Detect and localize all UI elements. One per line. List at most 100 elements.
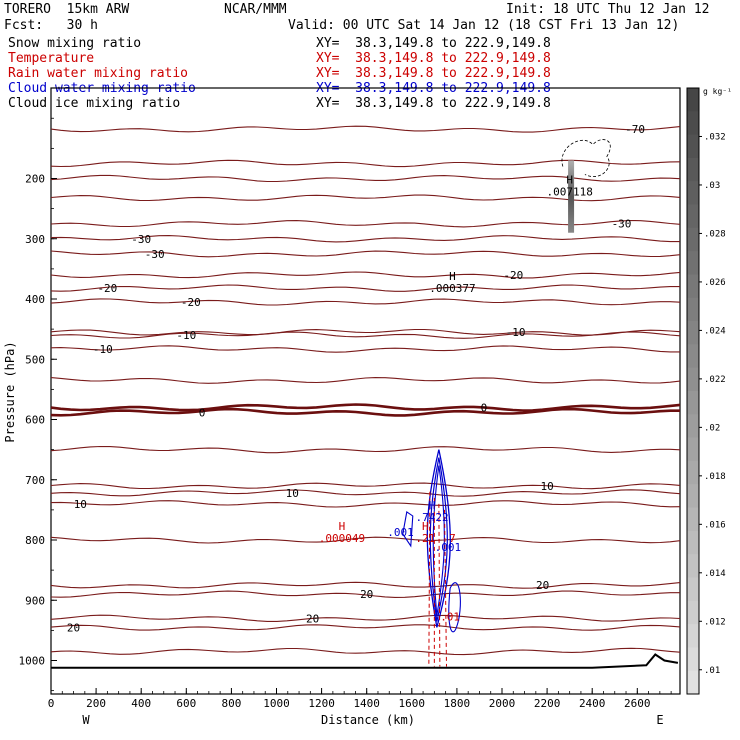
colorbar-swatch — [687, 507, 699, 532]
extremum-value: .007118 — [546, 186, 592, 199]
colorbar-tick-label: .028 — [704, 229, 726, 239]
y-axis-label: Pressure (hPa) — [3, 341, 17, 442]
x-tick-label: 400 — [131, 697, 151, 710]
x-axis: 0 200 400 600 800 1000 1200 1400 1600 1800 2000 220… — [48, 688, 672, 710]
field-name-snow: Snow mixing ratio — [8, 36, 142, 51]
colorbar-swatch — [687, 670, 699, 695]
temperature-contour-label: 0 — [199, 406, 206, 419]
temperature-contour-label: -20 — [97, 282, 117, 295]
x-tick-label: 1600 — [399, 697, 426, 710]
temperature-contour — [50, 125, 681, 133]
temperature-contour-label: 10 — [286, 487, 299, 500]
field-name-cloud-water: Cloud water mixing ratio — [8, 81, 196, 96]
extremum-value: .01 — [440, 610, 460, 623]
temperature-contour-label: 20 — [536, 579, 549, 592]
colorbar: .032 .03 .028 .026 .024 .022 .02 .018 .016 .014 .0… — [686, 87, 732, 695]
colorbar-tick-label: .012 — [704, 617, 726, 627]
temperature-contour — [50, 500, 681, 508]
temperature-contour — [50, 159, 681, 168]
x-tick-label: 800 — [221, 697, 241, 710]
x-tick-label: 1000 — [263, 697, 290, 710]
x-axis-label: Distance (km) — [321, 713, 415, 727]
colorbar-tick-label: .01 — [704, 666, 720, 676]
colorbar-swatch — [687, 600, 699, 625]
y-tick-label: 700 — [25, 474, 45, 487]
x-tick-label: 200 — [86, 697, 106, 710]
temperature-contour — [50, 536, 681, 544]
extremum-value: .21 — [415, 532, 435, 545]
extremum-value: .7422 — [416, 511, 449, 524]
temperature-contour — [50, 345, 680, 353]
extrema-annotations: H.007118H.000377H.000049H.7422H.21.001.0… — [319, 174, 593, 624]
x-tick-label: 1200 — [308, 697, 335, 710]
cloud-water-contour — [429, 457, 448, 622]
temperature-contour — [50, 250, 681, 258]
extremum-value: .000377 — [429, 282, 475, 295]
extremum-marker: H — [449, 270, 456, 283]
field-xy-temperature: XY= 38.3,149.8 to 222.9,149.8 — [316, 51, 551, 66]
temperature-contour-label: -20 — [503, 269, 523, 282]
temperature-contour-label: -20 — [181, 296, 201, 309]
temperature-contour — [50, 581, 681, 589]
rain-water-contours — [428, 491, 447, 667]
y-axis: 200 300 400 500 600 700 800 900 1000 — [19, 117, 57, 692]
valid-time: Valid: 00 UTC Sat 14 Jan 12 (18 CST Fri … — [288, 18, 680, 33]
field-name-rain: Rain water mixing ratio — [8, 66, 189, 81]
colorbar-tick-label: .024 — [704, 326, 726, 336]
plot-frame — [50, 87, 681, 695]
colorbar-swatch — [687, 484, 699, 509]
y-tick-label: 500 — [25, 353, 45, 366]
y-tick-label: 900 — [25, 594, 45, 607]
extremum-marker: H — [422, 520, 429, 533]
colorbar-swatch — [687, 88, 699, 112]
x-tick-label: 2400 — [579, 697, 606, 710]
colorbar-swatch — [687, 624, 699, 648]
colorbar-swatch — [687, 344, 699, 369]
y-tick-label: 1000 — [19, 655, 46, 668]
snow-mixing-ratio-shading — [568, 160, 575, 233]
temperature-contour — [50, 482, 681, 490]
colorbar-tick-label: .032 — [704, 132, 726, 142]
colorbar-swatch — [687, 414, 699, 439]
temperature-contour-label: 10 — [74, 498, 87, 511]
extremum-marker: H — [339, 520, 346, 533]
temperature-contour — [50, 328, 681, 336]
colorbar-swatch — [687, 274, 699, 299]
colorbar-frame — [686, 87, 700, 695]
terrain-line — [51, 653, 679, 669]
colorbar-swatch — [687, 227, 699, 252]
colorbar-swatch — [687, 647, 699, 672]
colorbar-swatch — [687, 251, 699, 275]
rain-water-contour — [428, 491, 431, 667]
x-tick-label: 2000 — [489, 697, 516, 710]
temperature-contour — [50, 403, 681, 412]
colorbar-unit: g kg⁻¹ — [703, 87, 732, 96]
colorbar-tick-label: .016 — [704, 520, 726, 530]
temperature-contour — [50, 271, 681, 279]
extremum-value: .001 — [387, 526, 414, 539]
y-tick-label: 600 — [25, 414, 45, 427]
cloud-water-contour — [448, 582, 461, 633]
temperature-contour — [50, 219, 681, 228]
colorbar-swatch — [687, 460, 699, 485]
extremum-marker: H — [566, 174, 573, 187]
colorbar-swatch — [687, 297, 699, 322]
x-axis-right-end-label: E — [656, 713, 663, 727]
colorbar-swatch — [687, 134, 699, 159]
colorbar-swatch — [687, 367, 699, 392]
colorbar-swatch — [687, 181, 699, 206]
colorbar-swatch — [687, 111, 699, 136]
colorbar-swatch — [687, 554, 699, 578]
temperature-contours — [50, 125, 681, 656]
x-tick-label: 1800 — [444, 697, 471, 710]
temperature-contour-label: 20 — [360, 588, 373, 601]
temperature-contour-label: 10 — [540, 480, 553, 493]
init-time: Init: 18 UTC Thu 12 Jan 12 — [506, 2, 710, 17]
temperature-contour-label: -10 — [93, 343, 113, 356]
field-xy-rain: XY= 38.3,149.8 to 222.9,149.8 — [316, 66, 551, 81]
field-xy-cloud-ice: XY= 38.3,149.8 to 222.9,149.8 — [316, 96, 551, 111]
extremum-value: .000049 — [319, 532, 365, 545]
cloud-water-contour — [402, 511, 414, 548]
temperature-contour — [50, 194, 681, 202]
rain-water-contour — [438, 503, 441, 667]
